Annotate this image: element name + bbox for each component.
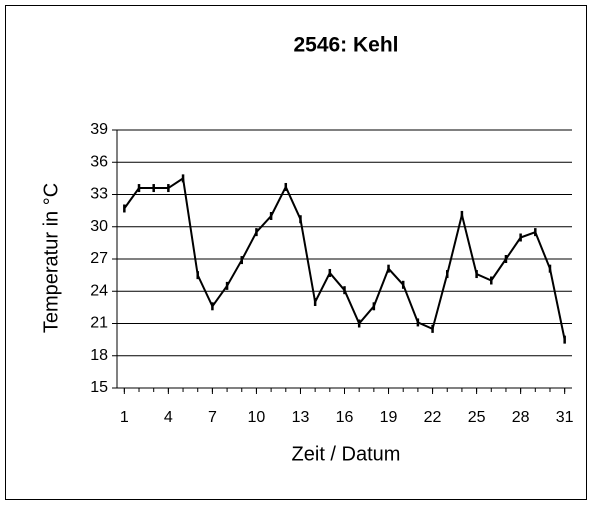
x-tick-label: 22 [424,409,442,426]
x-tick-label: 4 [164,409,173,426]
x-tick-label: 31 [556,409,574,426]
x-tick-label: 13 [292,409,310,426]
x-tick-label: 19 [380,409,398,426]
x-tick-label: 25 [468,409,486,426]
y-tick-label: 18 [90,347,108,364]
x-axis-label: Zeit / Datum [292,443,401,465]
y-tick-label: 39 [90,121,108,138]
x-tick-label: 10 [248,409,266,426]
y-tick-label: 21 [90,315,108,332]
chart-title: 2546: Kehl [293,34,398,57]
y-tick-label: 27 [90,250,108,267]
x-tick-label: 1 [120,409,129,426]
y-tick-label: 24 [90,282,108,299]
y-axis-label: Temperatur in °C [40,183,62,333]
x-tick-label: 28 [512,409,530,426]
y-tick-label: 36 [90,153,108,170]
chart-border [5,5,587,500]
x-tick-label: 7 [208,409,217,426]
y-tick-label: 30 [90,218,108,235]
y-tick-label: 15 [90,379,108,396]
y-tick-label: 33 [90,186,108,203]
x-tick-label: 16 [336,409,354,426]
